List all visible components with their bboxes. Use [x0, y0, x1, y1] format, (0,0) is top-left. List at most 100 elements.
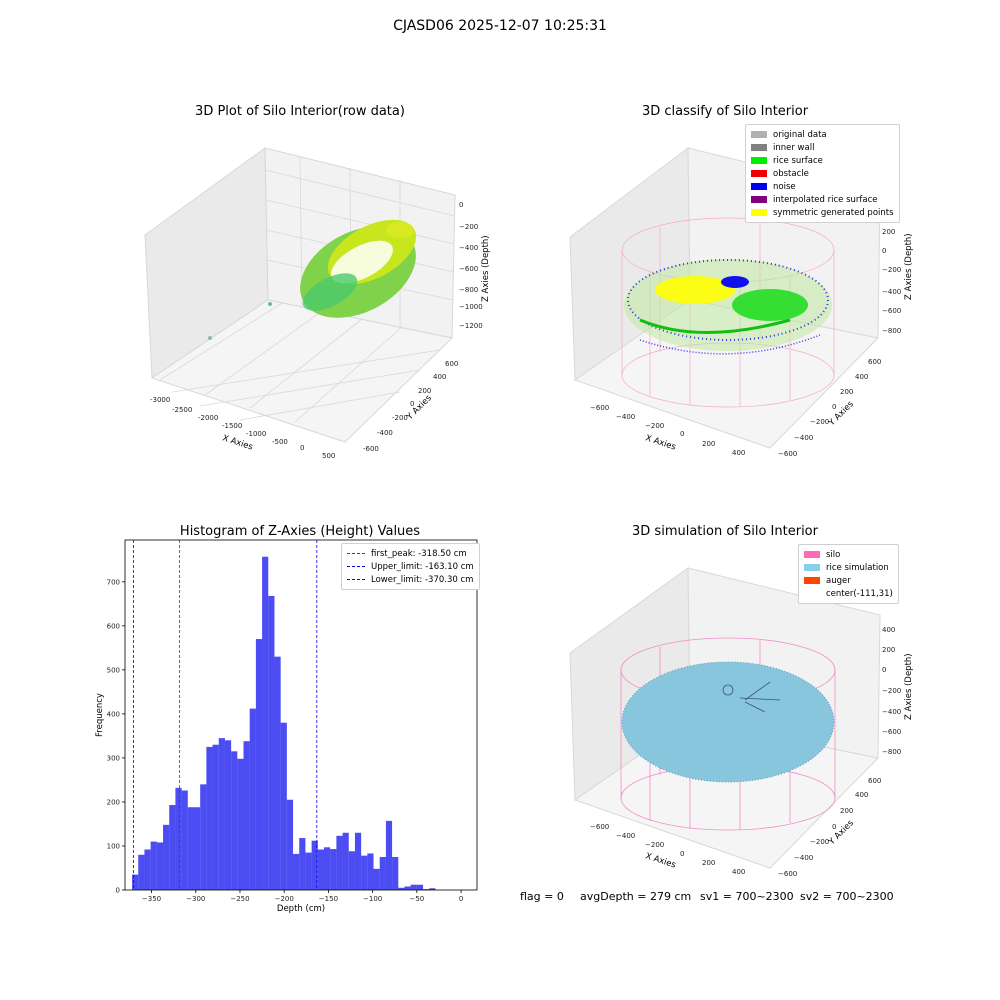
classify-points [624, 259, 832, 355]
legend-item-upper-limit: Upper_limit: -163.10 cm [347, 560, 474, 573]
svg-text:200: 200 [702, 440, 715, 448]
histogram-bar [293, 853, 300, 890]
legend-swatch [751, 157, 767, 164]
svg-text:−1000: −1000 [459, 303, 483, 311]
legend-item-symmetric: symmetric generated points [751, 206, 894, 219]
raw-x-ticks: -3000 -2500 -2000 -1500 -1000 -500 0 500 [150, 396, 335, 460]
panel1-title: 3D Plot of Silo Interior(row data) [195, 104, 405, 119]
legend-swatch [751, 144, 767, 151]
x-tick-label: −150 [319, 895, 338, 903]
svg-text:0: 0 [410, 400, 414, 408]
histogram-bar [138, 854, 145, 890]
hist-y-label: Frequency [95, 693, 105, 737]
raw-outlier-point [268, 302, 272, 306]
svg-text:−200: −200 [882, 266, 901, 274]
legend-item-original-data: original data [751, 128, 894, 141]
y-tick-label: 700 [107, 578, 120, 586]
legend-item-obstacle: obstacle [751, 167, 894, 180]
histogram-bar [423, 889, 430, 890]
svg-text:−400: −400 [882, 288, 901, 296]
svg-text:−600: −600 [882, 307, 901, 315]
histogram-bar [299, 838, 306, 890]
legend-swatch [751, 183, 767, 190]
histogram-bar [262, 556, 269, 890]
svg-text:-1000: -1000 [246, 430, 266, 438]
classify-x-ticks: −600 −400 −200 0 200 400 [590, 404, 745, 457]
svg-text:-600: -600 [363, 445, 379, 453]
histogram-bar [398, 887, 405, 890]
x-tick-label: −100 [363, 895, 382, 903]
svg-text:-3000: -3000 [150, 396, 170, 404]
legend-line [347, 553, 365, 554]
svg-text:200: 200 [840, 807, 853, 815]
histogram-bar [286, 799, 294, 890]
svg-text:400: 400 [855, 791, 868, 799]
svg-text:−400: −400 [616, 832, 635, 840]
status-flag: flag = 0 [520, 890, 564, 903]
svg-text:0: 0 [832, 403, 836, 411]
raw-outlier-point [208, 336, 212, 340]
x-tick-label: −50 [409, 895, 424, 903]
svg-text:−200: −200 [882, 687, 901, 695]
y-tick-label: 300 [107, 754, 120, 762]
histogram-bar [231, 751, 238, 890]
histogram-bar [274, 656, 281, 890]
sim-z-label: Z Axies (Depth) [904, 653, 914, 720]
legend-item-rice-surface: rice surface [751, 154, 894, 167]
svg-text:−400: −400 [794, 434, 813, 442]
histogram-bar [218, 738, 225, 890]
legend-item-first-peak: first_peak: -318.50 cm [347, 547, 474, 560]
status-sv2: sv2 = 700~2300 [800, 890, 894, 903]
legend-swatch [804, 551, 820, 558]
svg-text:−800: −800 [459, 286, 478, 294]
histogram-bar [206, 746, 213, 890]
histogram-y-ticks: 0 100 200 300 400 500 600 700 [107, 578, 125, 895]
svg-text:200: 200 [882, 228, 895, 236]
sim-x-label: X Axies [644, 851, 677, 870]
histogram-bar [323, 847, 331, 890]
svg-text:400: 400 [732, 449, 745, 457]
sim-y-label: Y Axies [826, 818, 856, 848]
legend-line [347, 579, 365, 580]
svg-text:0: 0 [300, 444, 304, 452]
histogram-bar [330, 849, 337, 890]
classify-z-label: Z Axies (Depth) [904, 233, 914, 300]
histogram-legend: first_peak: -318.50 cm Upper_limit: -163… [341, 543, 480, 590]
sim-x-ticks: −600 −400 −200 0 200 400 [590, 823, 745, 876]
histogram-bar [336, 835, 343, 890]
histogram-bar [169, 805, 176, 890]
histogram-bar [224, 740, 232, 890]
x-tick-label: 0 [459, 895, 463, 903]
histogram-bar [317, 849, 324, 890]
histogram-bar [237, 758, 244, 890]
svg-text:0: 0 [459, 201, 463, 209]
hist-x-label: Depth (cm) [277, 904, 325, 914]
histogram-bar [367, 853, 374, 890]
svg-text:0: 0 [832, 823, 836, 831]
x-tick-label: −300 [186, 895, 205, 903]
x-tick-label: −200 [275, 895, 294, 903]
histogram-bar [163, 824, 170, 890]
svg-text:600: 600 [868, 358, 881, 366]
auger [722, 681, 781, 713]
histogram-bar [132, 874, 139, 890]
svg-text:-500: -500 [272, 438, 288, 446]
legend-item-auger: auger [804, 574, 893, 587]
legend-item-lower-limit: Lower_limit: -370.30 cm [347, 573, 474, 586]
svg-text:400: 400 [855, 373, 868, 381]
histogram-bar [243, 741, 250, 890]
legend-swatch [804, 564, 820, 571]
histogram-bar [361, 855, 368, 890]
y-tick-label: 0 [116, 887, 120, 895]
legend-swatch [751, 196, 767, 203]
svg-text:−600: −600 [590, 404, 609, 412]
histogram-frame [124, 539, 478, 891]
hist-title: Histogram of Z-Axies (Height) Values [179, 524, 421, 539]
svg-text:0: 0 [680, 430, 684, 438]
svg-text:−200: −200 [810, 838, 829, 846]
svg-text:0: 0 [882, 666, 886, 674]
histogram-bar [342, 832, 349, 890]
